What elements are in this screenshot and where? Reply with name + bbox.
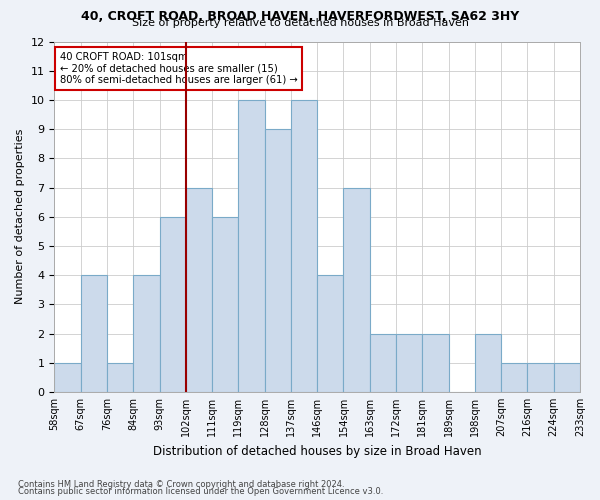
Bar (186, 188, 212, 392)
Bar (212, 216, 238, 392)
Y-axis label: Number of detached properties: Number of detached properties (15, 129, 25, 304)
Text: 40 CROFT ROAD: 101sqm
← 20% of detached houses are smaller (15)
80% of semi-deta: 40 CROFT ROAD: 101sqm ← 20% of detached … (59, 52, 298, 85)
Bar (291, 100, 317, 392)
X-axis label: Distribution of detached houses by size in Broad Haven: Distribution of detached houses by size … (153, 444, 482, 458)
Bar (370, 334, 396, 392)
Bar (396, 334, 422, 392)
Bar (554, 362, 580, 392)
Text: Size of property relative to detached houses in Broad Haven: Size of property relative to detached ho… (131, 18, 469, 28)
Bar (160, 216, 186, 392)
Bar (265, 129, 291, 392)
Bar (238, 100, 265, 392)
Bar (107, 362, 133, 392)
Bar (133, 275, 160, 392)
Text: 40, CROFT ROAD, BROAD HAVEN, HAVERFORDWEST, SA62 3HY: 40, CROFT ROAD, BROAD HAVEN, HAVERFORDWE… (81, 10, 519, 23)
Bar (527, 362, 554, 392)
Bar (55, 362, 80, 392)
Bar (80, 275, 107, 392)
Text: Contains HM Land Registry data © Crown copyright and database right 2024.: Contains HM Land Registry data © Crown c… (18, 480, 344, 489)
Bar (343, 188, 370, 392)
Bar (475, 334, 501, 392)
Text: Contains public sector information licensed under the Open Government Licence v3: Contains public sector information licen… (18, 488, 383, 496)
Bar (317, 275, 343, 392)
Bar (501, 362, 527, 392)
Bar (422, 334, 449, 392)
